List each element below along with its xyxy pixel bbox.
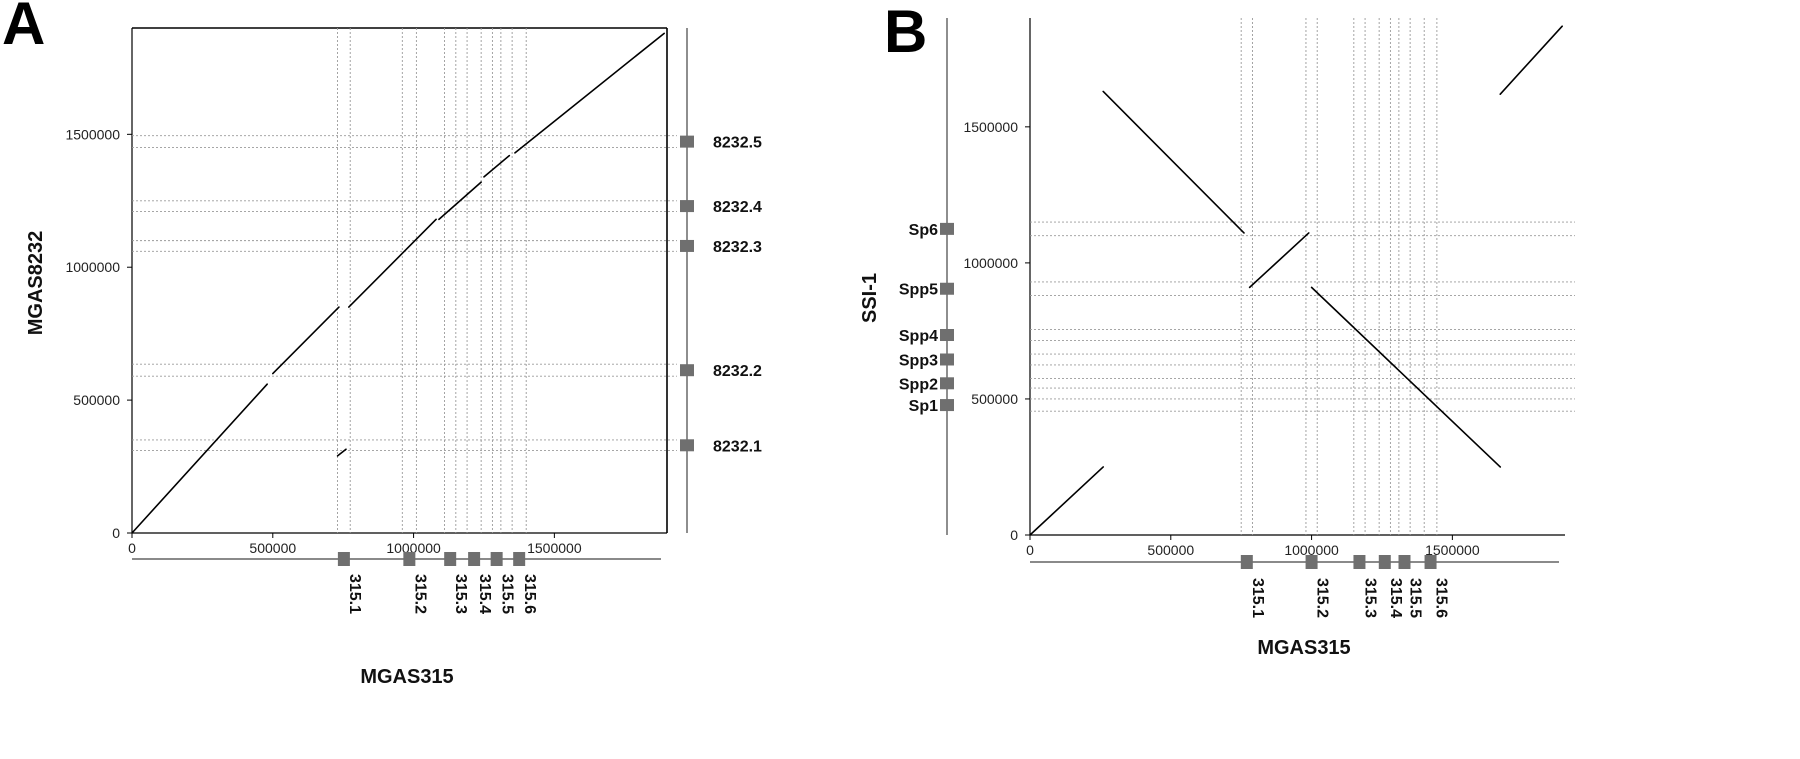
x-region-marker [468, 552, 480, 566]
y-region-label: 8232.1 [713, 438, 762, 455]
y-tick-label: 1000000 [963, 255, 1018, 271]
x-region-marker [1399, 555, 1411, 569]
panel-a: A0 500000 1000000 1500000050000010000001500… [2, 0, 762, 688]
y-region-marker [680, 240, 694, 252]
x-region-label: 315.4 [476, 574, 493, 614]
alignment-segment-2 [1103, 91, 1244, 232]
y-tick-label: 500000 [971, 391, 1018, 407]
x-tick-label: 0 [128, 540, 136, 556]
x-region-label: 315.6 [521, 574, 538, 614]
y-region-marker [940, 353, 954, 365]
y-axis-title: SSI-1 [859, 273, 881, 323]
alignment-segment-5 [1500, 26, 1562, 94]
y-region-label: 8232.3 [713, 239, 762, 256]
alignment-segment-4 [1312, 287, 1501, 467]
y-region-label: 8232.2 [713, 363, 762, 380]
y-region-marker [940, 377, 954, 389]
x-tick-label: 500000 [249, 540, 296, 556]
x-region-marker [338, 552, 350, 566]
x-region-label: 315.5 [499, 574, 516, 614]
alignment-segment-3 [1250, 233, 1309, 287]
y-region-marker [680, 439, 694, 451]
y-region-label: Spp2 [899, 376, 938, 393]
x-region-marker [1241, 555, 1253, 569]
y-region-marker [940, 329, 954, 341]
y-tick-label: 1000000 [65, 259, 120, 275]
y-region-marker [940, 399, 954, 411]
y-region-marker [680, 364, 694, 376]
x-region-marker [444, 552, 456, 566]
x-region-label: 315.4 [1387, 578, 1404, 618]
alignment-segment-6 [515, 33, 664, 153]
x-tick-label: 0 [1026, 542, 1034, 558]
x-region-marker [1306, 555, 1318, 569]
y-region-marker [940, 223, 954, 235]
x-region-label: 315.2 [1314, 578, 1331, 618]
alignment-segment-5 [484, 156, 509, 177]
x-region-marker [1353, 555, 1365, 569]
x-region-label: 315.2 [411, 574, 428, 614]
x-region-marker [513, 552, 525, 566]
y-tick-label: 500000 [73, 392, 120, 408]
x-region-label: 315.5 [1407, 578, 1424, 618]
y-region-label: 8232.5 [713, 135, 762, 152]
x-region-label: 315.1 [346, 574, 363, 614]
y-region-marker [680, 200, 694, 212]
y-tick-label: 1500000 [65, 126, 120, 142]
panel-letter: A [2, 0, 45, 57]
alignment-segment-1 [1030, 467, 1103, 535]
alignment-segment-3 [349, 219, 436, 307]
y-region-label: 8232.4 [713, 199, 762, 216]
y-region-marker [680, 136, 694, 148]
x-tick-label: 1500000 [527, 540, 582, 556]
x-region-marker [491, 552, 503, 566]
x-region-marker [403, 552, 415, 566]
x-region-label: 315.6 [1433, 578, 1450, 618]
y-region-label: Sp1 [909, 398, 938, 415]
y-region-label: Sp6 [909, 222, 938, 239]
y-tick-label: 0 [1010, 527, 1018, 543]
alignment-segment-1 [132, 384, 267, 533]
panel-letter: B [884, 0, 927, 65]
y-axis-title: MGAS8232 [25, 231, 47, 336]
x-axis-title: MGAS315 [360, 666, 453, 688]
x-axis-title: MGAS315 [1257, 637, 1350, 659]
y-region-label: Spp5 [899, 282, 938, 299]
x-tick-label: 500000 [1147, 542, 1194, 558]
alignment-segment-2 [273, 307, 339, 373]
y-tick-label: 1500000 [963, 119, 1018, 135]
y-region-label: Spp4 [899, 328, 938, 345]
y-region-marker [940, 283, 954, 295]
y-region-label: Spp3 [899, 352, 938, 369]
x-region-marker [1379, 555, 1391, 569]
x-region-label: 315.3 [452, 574, 469, 614]
panel-b: B0 500000 1000000 1500000050000010000001500… [859, 0, 1575, 659]
y-tick-label: 0 [112, 525, 120, 541]
x-region-marker [1425, 555, 1437, 569]
x-region-label: 315.1 [1249, 578, 1266, 618]
x-region-label: 315.3 [1361, 578, 1378, 618]
